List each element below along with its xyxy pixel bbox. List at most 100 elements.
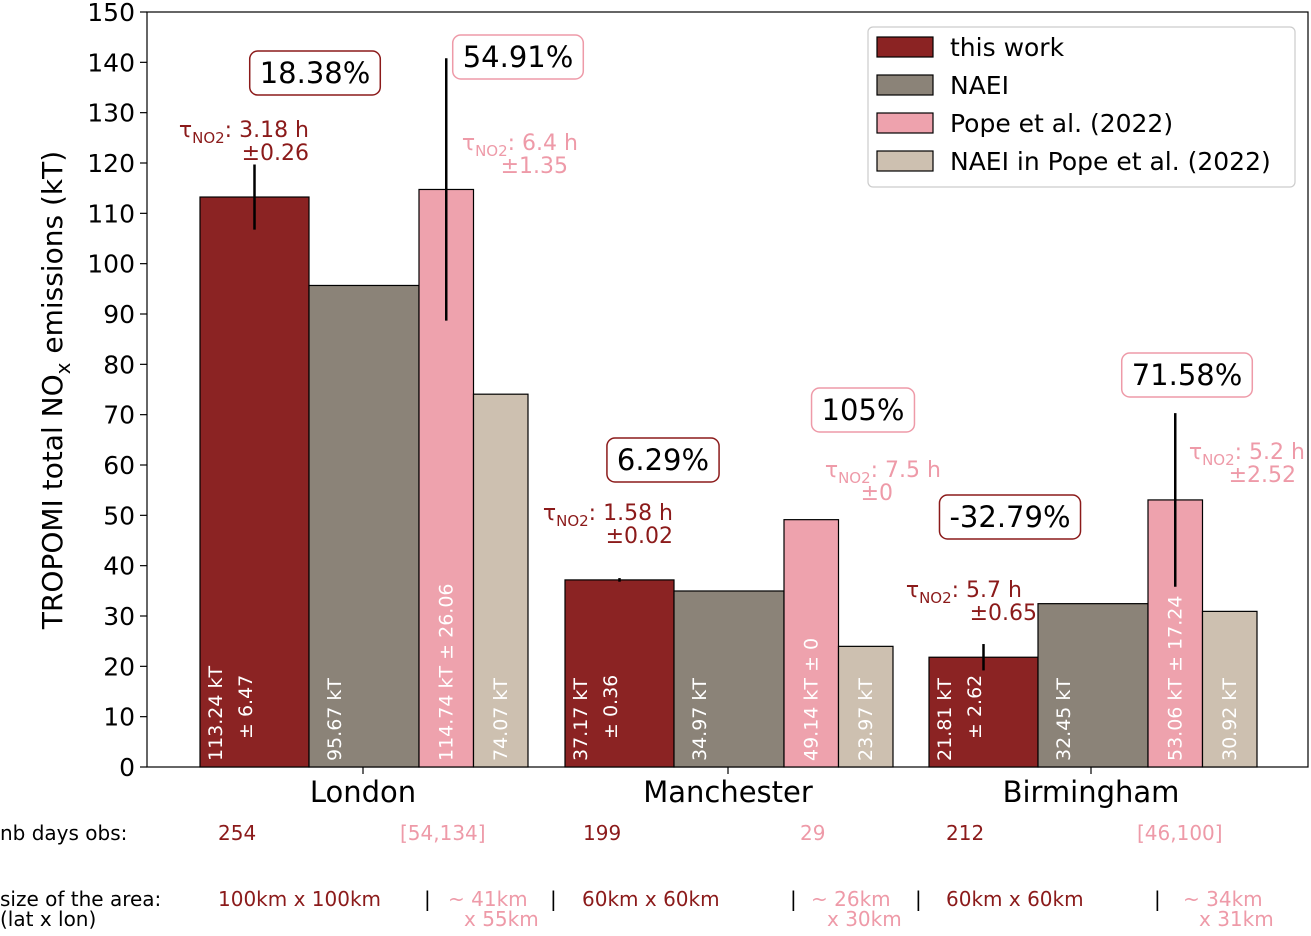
table-cell: 60km x 60km <box>946 887 1084 911</box>
tau-label: τNO2: 6.4 h <box>462 131 578 160</box>
table-cell: 29 <box>800 821 825 845</box>
x-tick-label: London <box>310 775 416 809</box>
y-tick-label: 40 <box>103 552 135 581</box>
row-label: (lat x lon) <box>0 907 96 931</box>
y-title-main: TROPOMI total NO <box>36 374 69 630</box>
annotation-box <box>451 34 585 80</box>
legend-label: Pope et al. (2022) <box>950 109 1173 138</box>
value-label: 37.17 kT <box>570 678 592 761</box>
y-tick-label: 120 <box>87 149 135 178</box>
x-tick-label: Manchester <box>643 775 813 809</box>
table-cell: 100km x 100km <box>218 887 381 911</box>
tau-symbol: τ <box>462 131 475 156</box>
error-label: ± 2.62 <box>964 675 986 739</box>
bar <box>472 393 529 768</box>
table-cell: 199 <box>583 821 621 845</box>
value-label: 30.92 kT <box>1219 678 1241 761</box>
value-label: 113.24 kT <box>205 665 227 761</box>
annotation-box <box>938 494 1082 540</box>
table-cell: | <box>424 887 431 911</box>
tau-text: : 6.4 h <box>508 131 578 156</box>
tau-label: τNO2: 5.7 h <box>906 578 1022 607</box>
value-label: 34.97 kT <box>689 678 711 761</box>
y-tick-label: 50 <box>103 501 135 530</box>
table-cell: ~ 26km <box>811 887 891 911</box>
y-tick-label: 60 <box>103 451 135 480</box>
table-cell: [46,100] <box>1137 821 1223 845</box>
y-tick-label: 150 <box>87 0 135 27</box>
legend-swatch <box>876 150 934 172</box>
table-cell: ~ 41km <box>448 887 528 911</box>
legend-swatch <box>876 112 934 134</box>
tau-symbol: τ <box>1189 440 1202 465</box>
tau-error: ±0.26 <box>242 141 309 166</box>
row-label: size of the area: <box>0 887 161 911</box>
legend-swatch <box>876 36 934 58</box>
table-cell: 60km x 60km <box>582 887 720 911</box>
tau-subscript: NO2 <box>838 469 871 487</box>
tau-text: : 5.2 h <box>1235 440 1305 465</box>
y-tick-label: 90 <box>103 300 135 329</box>
percent-annotation: -32.79% <box>938 494 1082 540</box>
table-cell: [54,134] <box>400 821 486 845</box>
percent-label: 105% <box>822 393 905 427</box>
tau-error: ±1.35 <box>501 154 568 179</box>
tau-subscript: NO2 <box>556 512 589 530</box>
y-title-sub: x <box>51 362 75 374</box>
tau-error: ±0.65 <box>970 601 1037 626</box>
percent-label: -32.79% <box>949 500 1070 534</box>
percent-label: 18.38% <box>260 56 371 90</box>
tau-subscript: NO2 <box>1202 451 1235 469</box>
tau-text: : 7.5 h <box>871 458 941 483</box>
tau-text: : 3.18 h <box>225 118 309 143</box>
y-tick-label: 80 <box>103 350 135 379</box>
bar <box>783 519 840 768</box>
error-label: ± 0.36 <box>600 675 622 739</box>
bar <box>837 645 894 768</box>
percent-label: 71.58% <box>1132 358 1243 392</box>
percent-annotation: 71.58% <box>1120 352 1254 398</box>
value-label: 23.97 kT <box>855 678 877 761</box>
y-tick-label: 100 <box>87 250 135 279</box>
table-cell: x 55km <box>464 907 539 931</box>
tau-text: : 5.7 h <box>952 578 1022 603</box>
table-cell: | <box>550 887 557 911</box>
percent-annotation: 105% <box>810 387 916 433</box>
bar <box>1201 610 1258 768</box>
tau-label: τNO2: 1.58 h <box>543 501 673 530</box>
y-tick-label: 140 <box>87 48 135 77</box>
annotation-box <box>1120 352 1254 398</box>
y-tick-label: 110 <box>87 199 135 228</box>
value-label: 21.81 kT <box>934 678 956 761</box>
tau-subscript: NO2 <box>192 129 225 147</box>
bar <box>199 196 310 768</box>
value-label: 114.74 kT ± 26.06 <box>435 583 457 761</box>
table-cell: 212 <box>946 821 984 845</box>
y-title-rest: emissions (kT) <box>36 151 69 363</box>
table-cell: | <box>915 887 922 911</box>
table-cell: ~ 34km <box>1183 887 1263 911</box>
value-label: 32.45 kT <box>1053 678 1075 761</box>
bar <box>1037 603 1149 768</box>
table-cell: x 30km <box>827 907 902 931</box>
table-cell: | <box>790 887 797 911</box>
percent-annotation: 6.29% <box>606 437 720 483</box>
annotation-box <box>810 387 916 433</box>
y-tick-label: 70 <box>103 401 135 430</box>
row-label: nb days obs: <box>0 821 127 845</box>
percent-label: 54.91% <box>463 40 574 74</box>
y-axis-title: TROPOMI total NOx emissions (kT) <box>36 151 75 630</box>
value-label: 49.14 kT ± 0 <box>800 638 822 761</box>
legend-label: this work <box>950 33 1065 62</box>
tau-symbol: τ <box>906 578 919 603</box>
tau-error: ±2.52 <box>1229 463 1296 488</box>
y-tick-label: 130 <box>87 99 135 128</box>
annotation-box <box>248 50 382 96</box>
value-label: 53.06 kT ± 17.24 <box>1164 596 1186 761</box>
tau-error: ±0 <box>861 481 893 506</box>
tau-text: : 1.58 h <box>589 501 673 526</box>
table-cell: 254 <box>218 821 256 845</box>
legend-label: NAEI in Pope et al. (2022) <box>950 147 1271 176</box>
y-tick-label: 20 <box>103 652 135 681</box>
value-label: 74.07 kT <box>490 678 512 761</box>
